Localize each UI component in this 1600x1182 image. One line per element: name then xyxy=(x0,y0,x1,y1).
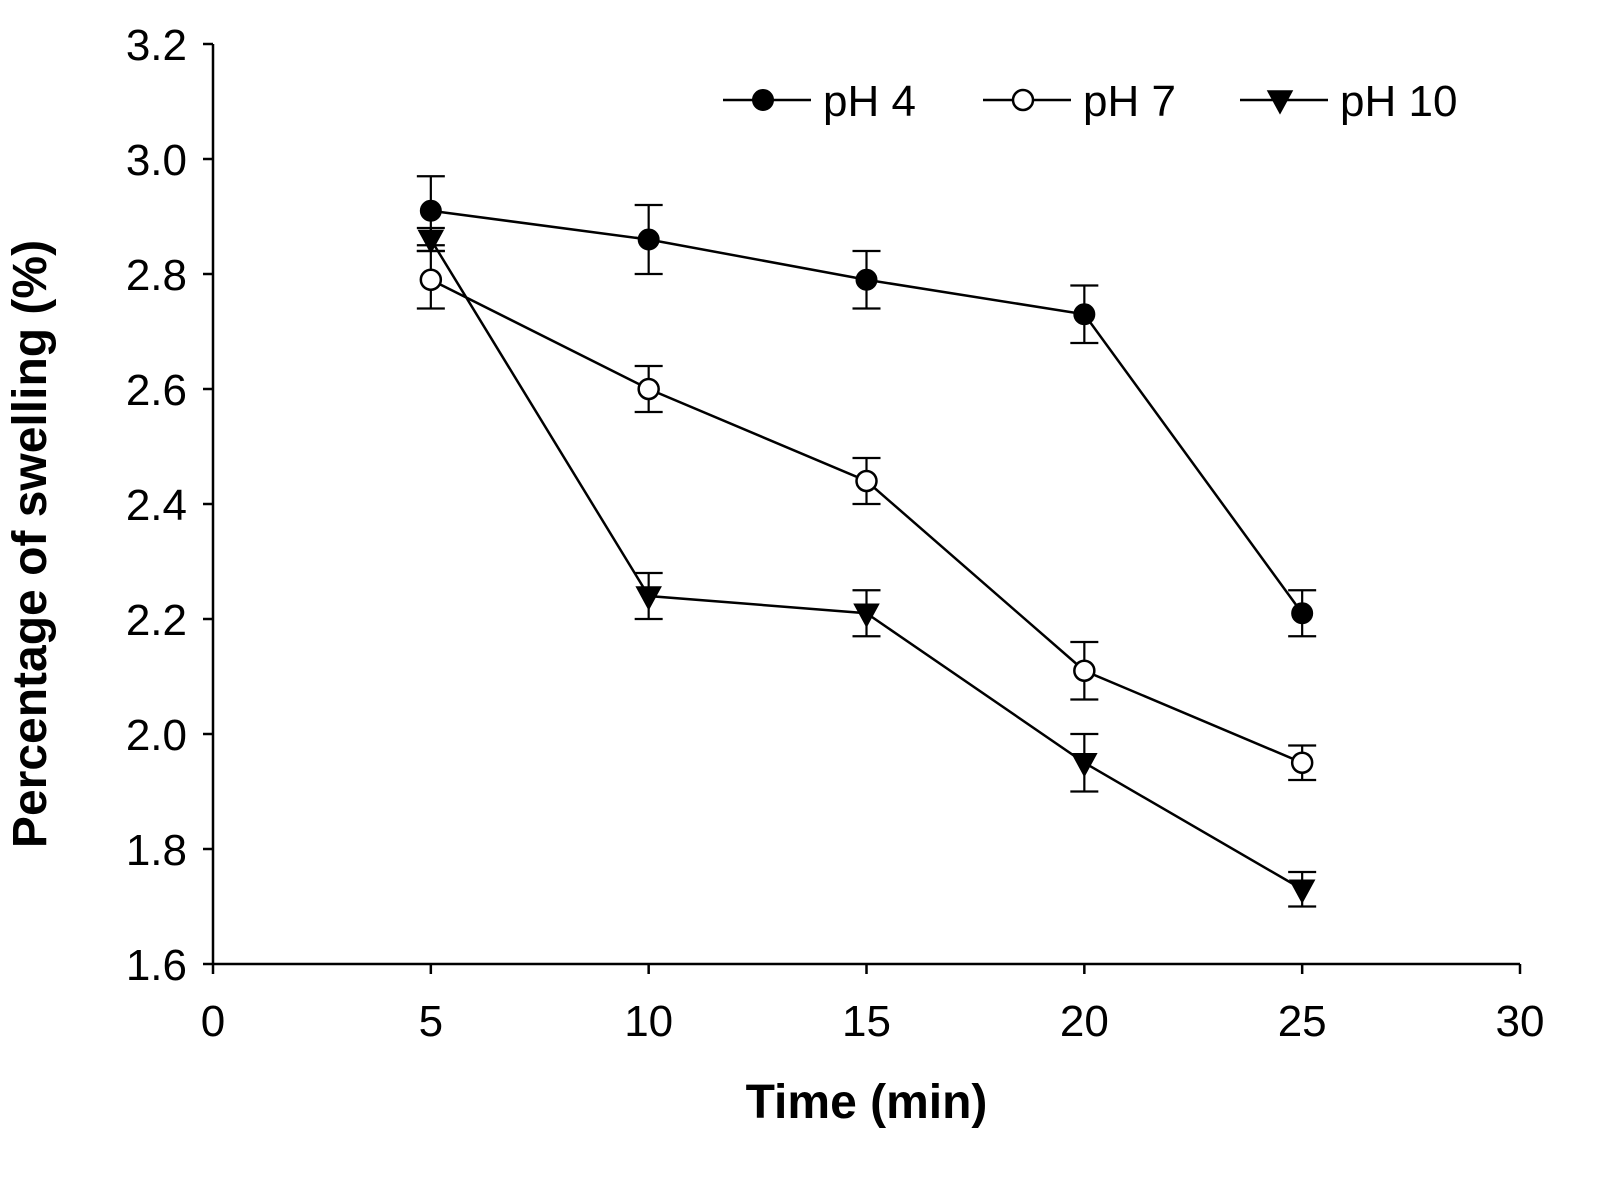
data-point xyxy=(635,586,662,611)
data-point xyxy=(1288,879,1316,904)
data-point xyxy=(1073,659,1096,682)
y-tick-label: 3.2 xyxy=(126,21,187,70)
data-point xyxy=(419,268,443,291)
y-tick-label: 3.0 xyxy=(126,136,187,185)
series-line-ph-10 xyxy=(429,238,1303,891)
series-ph-7 xyxy=(416,249,1317,782)
y-tick-label: 2.0 xyxy=(126,711,187,760)
y-tick-label: 2.6 xyxy=(126,366,187,415)
x-tick-label: 10 xyxy=(624,997,673,1046)
x-tick-label: 30 xyxy=(1496,997,1545,1046)
y-tick-label: 2.4 xyxy=(126,481,187,530)
y-axis-title: Percentage of swelling (%) xyxy=(4,240,57,848)
legend-item-ph-4: pH 4 xyxy=(723,77,916,126)
legend-label: pH 4 xyxy=(823,77,916,126)
series-layer xyxy=(416,175,1317,908)
legend-label: pH 7 xyxy=(1083,77,1176,126)
legend-label: pH 10 xyxy=(1340,77,1457,126)
data-point xyxy=(853,603,880,628)
x-tick-label: 20 xyxy=(1060,997,1109,1046)
y-tick-label: 2.2 xyxy=(126,596,187,645)
x-tick-label: 15 xyxy=(842,997,891,1046)
legend-item-ph-10: pH 10 xyxy=(1240,77,1457,126)
legend-marker xyxy=(1011,88,1035,112)
data-point xyxy=(637,377,660,401)
data-point xyxy=(419,199,442,222)
data-point xyxy=(1071,753,1098,778)
axes: 0 5 10 15 20 25 30 1.6 1.8 2.0 2.2 2.4 2.6 2.8 3.0 3.2 xyxy=(126,21,1545,1046)
data-point xyxy=(637,228,660,251)
data-point xyxy=(855,469,878,493)
series-line-ph-7 xyxy=(430,278,1303,764)
data-point xyxy=(1073,303,1096,326)
legend-marker xyxy=(1266,90,1294,115)
x-tick-label: 5 xyxy=(419,997,443,1046)
x-tick-label: 25 xyxy=(1278,997,1327,1046)
y-tick-label: 2.8 xyxy=(126,251,187,300)
data-point xyxy=(1290,751,1314,774)
data-point xyxy=(1291,602,1314,625)
x-axis-title: Time (min) xyxy=(746,1076,988,1129)
data-point xyxy=(417,229,445,255)
x-tick-label: 0 xyxy=(201,997,225,1046)
y-tick-label: 1.8 xyxy=(126,826,187,875)
legend-item-ph-7: pH 7 xyxy=(983,77,1176,126)
data-point xyxy=(855,268,878,291)
legend-marker xyxy=(752,89,774,111)
legend: pH 4 pH 7 pH 10 xyxy=(723,77,1457,126)
y-tick-label: 1.6 xyxy=(126,941,187,990)
series-ph-10 xyxy=(416,226,1317,908)
series-ph-4 xyxy=(416,175,1317,638)
